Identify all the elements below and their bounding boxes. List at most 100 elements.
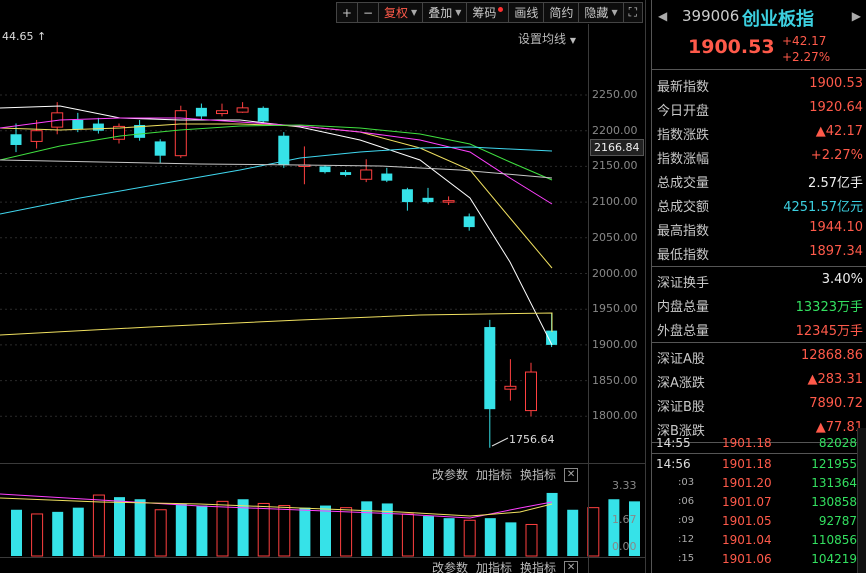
tick-row[interactable]: 14:55 1901.18 82028 [652, 433, 866, 453]
quote-separator [652, 342, 866, 343]
volume-bar [608, 499, 620, 556]
candle-body [504, 385, 517, 390]
tick-price: 1901.04 [722, 533, 772, 547]
candle-body [174, 110, 187, 157]
change-value: +42.17 [782, 34, 827, 48]
y-tick-label: 2200.00 [592, 123, 638, 137]
candle-body [484, 327, 496, 410]
add-indicator-link[interactable]: 加指标 [476, 468, 513, 482]
volume-bar [237, 499, 249, 556]
ma120-line [0, 159, 553, 179]
quote-row: 深证B股 7890.72 [652, 392, 866, 416]
tick-row[interactable]: :06 1901.07 130858 [652, 492, 866, 512]
quote-field-value: 1897.34 [809, 244, 863, 259]
quote-field-label: 深A涨跌 [657, 376, 705, 391]
candlestick-chart[interactable]: 1756.64 [0, 0, 645, 573]
tick-price: 1901.20 [722, 476, 772, 490]
tick-scrollbar[interactable] [857, 428, 866, 573]
panel-divider[interactable] [645, 0, 651, 573]
tick-price: 1901.18 [722, 436, 772, 450]
ma20-line [0, 117, 553, 205]
candle-body [278, 135, 290, 165]
tick-price: 1901.05 [722, 514, 772, 528]
tick-time: 14:55 [656, 436, 691, 450]
params-link[interactable]: 改参数 [432, 468, 469, 482]
tick-row[interactable]: 14:56 1901.18 121955 [652, 454, 866, 474]
volume-bar [11, 509, 22, 556]
y-tick-label: 2250.00 [592, 88, 638, 101]
kline-panel[interactable]: + − 复权 ▼ 叠加 ▼ 筹码 画线 简约 隐藏 ▼ ⛶ 44.65 ↑ 设置均线 … [0, 0, 645, 573]
jianyue-button[interactable]: 简约 [543, 2, 580, 23]
tick-time: :12 [678, 534, 695, 545]
y-tick-label: 2100.00 [592, 195, 638, 209]
next-arrow-icon[interactable]: ▶ [851, 9, 861, 23]
close-pane-icon-2[interactable]: ✕ [564, 560, 579, 573]
tick-row[interactable]: :03 1901.20 131364 [652, 473, 866, 493]
quote-field-value: ▲283.31 [807, 372, 864, 387]
chevron-down-icon: ▼ [611, 8, 618, 17]
y-tick-label: 2150.00 [592, 159, 638, 173]
volume-bar [587, 507, 600, 557]
tick-volume: 104219 [811, 552, 857, 566]
quote-field-value: ▲42.17 [815, 124, 863, 139]
params-link-2[interactable]: 改参数 [432, 561, 469, 573]
quote-field-value: 12868.86 [800, 348, 863, 363]
volume-bar [463, 519, 476, 557]
candle-body [236, 107, 249, 113]
chouma-button[interactable]: 筹码 [466, 2, 510, 23]
indicator-pane-tools: 改参数 加指标 换指标 ✕ [432, 559, 579, 573]
tick-volume: 82028 [818, 436, 857, 450]
expand-button[interactable]: ⛶ [622, 2, 643, 23]
candle-body [72, 119, 84, 130]
ma-value-readout: 44.65 ↑ [2, 30, 46, 43]
quote-field-label: 指数涨跌 [657, 128, 710, 143]
candle-body [216, 110, 228, 115]
volume-ma2-line [0, 497, 553, 517]
huaxian-button[interactable]: 画线 [508, 2, 545, 23]
quote-field-label: 外盘总量 [657, 324, 710, 339]
quote-field-value: 12345万手 [795, 324, 863, 339]
quote-field-label: 最高指数 [657, 224, 710, 239]
quote-separator [652, 442, 866, 443]
tick-price: 1901.07 [722, 495, 772, 509]
pane-separator [0, 463, 645, 464]
volume-tick-label: 1.67 [612, 513, 637, 526]
change-indicator-link-2[interactable]: 换指标 [520, 561, 557, 573]
volume-bar [196, 505, 208, 556]
volume-bar [443, 518, 455, 556]
candle-body [463, 216, 475, 228]
y-axis-line [588, 24, 589, 573]
ma-value: 44.65 [2, 30, 34, 43]
change-indicator-link[interactable]: 换指标 [520, 468, 557, 482]
quote-field-label: 深证A股 [657, 352, 705, 367]
close-pane-icon[interactable]: ✕ [564, 467, 579, 482]
add-indicator-link-2[interactable]: 加指标 [476, 561, 513, 573]
ma60-line [0, 146, 553, 215]
fuquan-label: 复权 [384, 6, 409, 20]
candle-body [319, 166, 331, 173]
tick-time: :06 [678, 496, 695, 507]
volume-bar [401, 513, 414, 557]
volume-bar [278, 505, 291, 557]
yincang-button[interactable]: 隐藏 ▼ [578, 2, 624, 23]
candle-body [10, 134, 22, 145]
candle-body [134, 124, 146, 138]
quote-field-value: 4251.57亿元 [783, 200, 863, 215]
prev-arrow-icon[interactable]: ◀ [658, 9, 668, 23]
candle-body [360, 169, 373, 180]
quote-row: 深A涨跌 ▲283.31 [652, 368, 866, 392]
low-price-label: 1756.64 [509, 433, 555, 446]
candle-body [340, 172, 352, 175]
fuquan-button[interactable]: 复权 ▼ [378, 2, 424, 23]
volume-bar [154, 509, 167, 557]
quote-row: 深B涨跌 ▲77.81 [652, 416, 866, 440]
volume-bar [546, 492, 558, 556]
quote-field-value: 2.57亿手 [808, 176, 863, 191]
pane-separator-2 [0, 557, 645, 558]
volume-bar [423, 516, 434, 556]
tick-row[interactable]: :12 1901.04 110856 [652, 530, 866, 550]
set-ma-link[interactable]: 设置均线 ▼ [518, 30, 576, 47]
tick-row[interactable]: :15 1901.06 104219 [652, 549, 866, 569]
tick-row[interactable]: :09 1901.05 92787 [652, 511, 866, 531]
volume-bar [340, 507, 353, 557]
